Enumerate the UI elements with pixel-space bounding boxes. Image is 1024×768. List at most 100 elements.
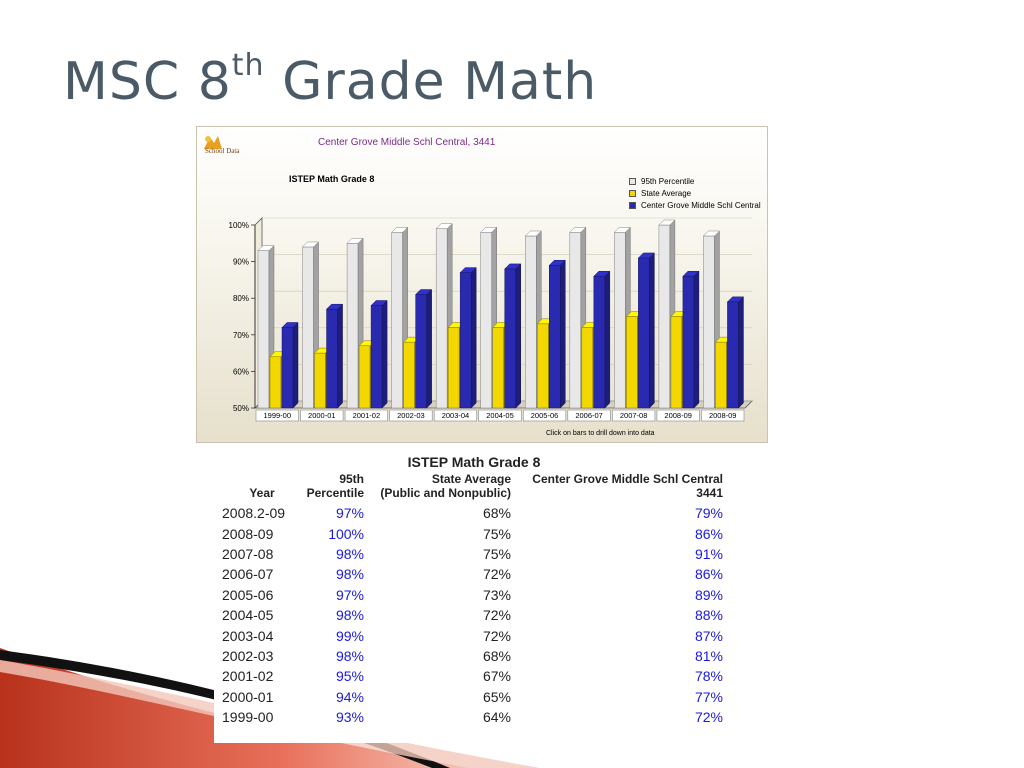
- cell-state-average: 67%: [482, 668, 511, 685]
- bar-center-grove-middle-schl-central[interactable]: [726, 296, 745, 409]
- header-year: Year: [249, 486, 275, 500]
- cell-center-grove: 86%: [694, 525, 723, 542]
- cell-95th-percentile: 98%: [335, 545, 364, 562]
- x-tick-label: 1999-00: [264, 411, 292, 420]
- chart-panel: School Data Center Grove Middle Schl Cen…: [196, 126, 768, 443]
- table-row: 2001-02 95% 67% 78%: [222, 666, 723, 686]
- x-tick-label: 2005-06: [531, 411, 559, 420]
- legend-item-95th: 95th Percentile: [629, 175, 761, 187]
- chart-legend: 95th Percentile State Average Center Gro…: [629, 175, 761, 211]
- bar-center-grove-middle-schl-central[interactable]: [504, 263, 522, 409]
- cell-year: 2002-03: [222, 647, 274, 664]
- cell-95th-percentile: 94%: [335, 688, 364, 705]
- x-tick-label: 2006-07: [575, 411, 603, 420]
- x-tick-box: [656, 409, 700, 422]
- cell-95th-percentile: 98%: [335, 607, 364, 624]
- cell-center-grove: 77%: [694, 688, 723, 705]
- x-tick-box: [300, 409, 344, 422]
- legend-item-center-grove: Center Grove Middle Schl Central: [629, 199, 761, 211]
- x-tick-box: [567, 409, 611, 422]
- table-row: 1999-00 93% 64% 72%: [222, 707, 723, 727]
- cell-center-grove: 87%: [694, 627, 723, 644]
- school-name: Center Grove Middle Schl Central, 3441: [318, 137, 496, 148]
- bar-center-grove-middle-schl-central[interactable]: [370, 299, 388, 409]
- legend-swatch-95th: [629, 177, 636, 185]
- bar-chart[interactable]: 100% 90% 80% 70% 60% 50% 1999-00 2000-01 2001-02…: [197, 127, 769, 444]
- cell-95th-percentile: 98%: [335, 566, 364, 583]
- cell-state-average: 75%: [482, 545, 511, 562]
- x-tick-label: 2004-05: [486, 411, 514, 420]
- y-tick-label: 90%: [233, 258, 249, 267]
- cell-state-average: 68%: [482, 505, 511, 522]
- bar-center-grove-middle-schl-central[interactable]: [415, 288, 433, 409]
- table-row: 2006-07 98% 72% 86%: [222, 564, 723, 584]
- drill-down-note: Click on bars to drill down into data: [546, 430, 655, 437]
- cell-state-average: 65%: [482, 688, 511, 705]
- cell-95th-percentile: 95%: [335, 668, 364, 685]
- x-tick-box: [433, 409, 478, 422]
- bar-center-grove-middle-schl-central[interactable]: [637, 252, 655, 409]
- cell-95th-percentile: 93%: [335, 709, 364, 726]
- x-tick-label: 2001-02: [353, 411, 381, 420]
- cell-year: 2003-04: [222, 627, 274, 644]
- header-center-grove: Center Grove Middle Schl Central 3441: [532, 472, 723, 500]
- x-tick-box: [612, 409, 656, 422]
- table-row: 2008.2-09 97% 68% 79%: [222, 503, 723, 523]
- cell-95th-percentile: 100%: [328, 525, 364, 542]
- x-tick-label: 2008-09: [664, 411, 692, 420]
- cell-state-average: 72%: [482, 627, 511, 644]
- bar-center-grove-middle-schl-central[interactable]: [548, 259, 566, 409]
- table-row: 2003-04 99% 72% 87%: [222, 625, 723, 645]
- header-95th-percentile: 95th Percentile: [306, 472, 364, 500]
- bar-center-grove-middle-schl-central[interactable]: [281, 321, 299, 409]
- cell-center-grove: 86%: [694, 566, 723, 583]
- cell-year: 2000-01: [222, 688, 274, 705]
- cell-year: 2005-06: [222, 586, 274, 603]
- bar-center-grove-middle-schl-central[interactable]: [682, 270, 700, 409]
- cell-state-average: 73%: [482, 586, 511, 603]
- cell-year: 2008-09: [222, 525, 274, 542]
- x-tick-box: [701, 409, 745, 422]
- table-header-row: Year 95th Percentile State Average (Public…: [222, 472, 723, 503]
- cell-year: 2008.2-09: [222, 505, 286, 522]
- x-tick-box: [344, 409, 388, 422]
- cell-center-grove: 81%: [694, 647, 723, 664]
- cell-state-average: 72%: [482, 607, 511, 624]
- table-row: 2002-03 98% 68% 81%: [222, 646, 723, 666]
- table-row: 2008-09 100% 75% 86%: [222, 523, 723, 543]
- legend-item-state: State Average: [629, 187, 761, 199]
- cell-state-average: 75%: [482, 525, 511, 542]
- table-row: 2005-06 97% 73% 89%: [222, 585, 723, 605]
- cell-center-grove: 72%: [694, 709, 723, 726]
- x-tick-label: 2002-03: [397, 411, 425, 420]
- x-tick-label: 2008-09: [709, 411, 737, 420]
- cell-center-grove: 88%: [694, 607, 723, 624]
- table-row: 2000-01 94% 65% 77%: [222, 687, 723, 707]
- cell-year: 2004-05: [222, 607, 274, 624]
- x-tick-box: [522, 409, 567, 422]
- x-tick-box: [255, 409, 299, 422]
- school-data-logo: School Data: [204, 136, 240, 155]
- data-table-panel: ISTEP Math Grade 8 Year 95th Percentile S…: [214, 452, 751, 743]
- x-tick-box: [389, 409, 433, 422]
- bar-center-grove-middle-schl-central[interactable]: [593, 270, 611, 409]
- cell-95th-percentile: 99%: [335, 627, 364, 644]
- x-tick-box: [478, 409, 522, 422]
- chart-title: ISTEP Math Grade 8: [289, 174, 375, 184]
- y-tick-label: 70%: [233, 331, 249, 340]
- table-row: 2007-08 98% 75% 91%: [222, 544, 723, 564]
- y-tick-label: 50%: [233, 404, 249, 413]
- logo-text: School Data: [205, 147, 240, 155]
- cell-year: 1999-00: [222, 709, 274, 726]
- legend-swatch-state: [629, 189, 636, 197]
- data-table: Year 95th Percentile State Average (Public…: [222, 472, 723, 727]
- cell-center-grove: 91%: [694, 545, 723, 562]
- cell-95th-percentile: 97%: [335, 586, 364, 603]
- cell-center-grove: 78%: [694, 668, 723, 685]
- x-tick-label: 2003-04: [442, 411, 470, 420]
- y-tick-label: 60%: [233, 367, 249, 376]
- cell-center-grove: 79%: [694, 505, 723, 522]
- bar-center-grove-middle-schl-central[interactable]: [325, 303, 344, 409]
- cell-state-average: 68%: [482, 647, 511, 664]
- bar-center-grove-middle-schl-central[interactable]: [459, 266, 477, 409]
